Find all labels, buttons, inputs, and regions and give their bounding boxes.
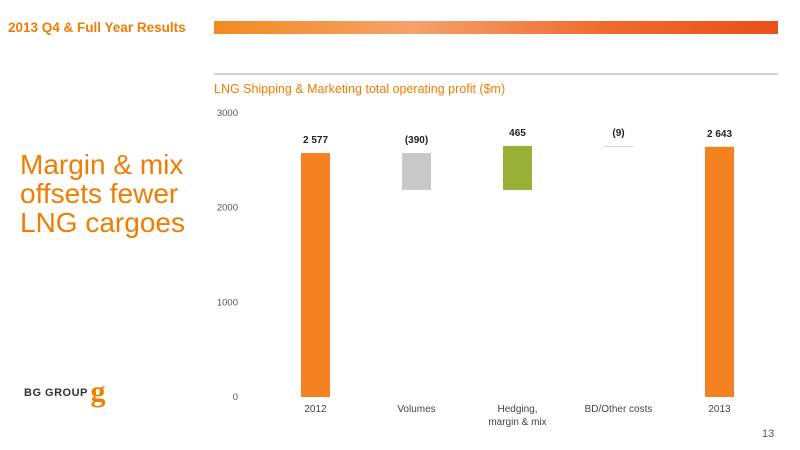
x-category-label: 2012: [304, 404, 327, 415]
bar-value-label: 465: [509, 128, 526, 139]
x-category-label: 2013: [708, 404, 731, 415]
y-tick-label: 3000: [217, 108, 238, 119]
waterfall-bar: [503, 145, 532, 190]
headline-line-2: offsets fewer: [20, 178, 179, 209]
x-category-label: margin & mix: [488, 417, 546, 428]
x-category-label: BD/Other costs: [585, 404, 653, 415]
y-tick-label: 1000: [217, 297, 238, 308]
chart-top-rule: [214, 73, 778, 75]
headline-line-3: LNG cargoes: [20, 207, 185, 238]
x-category-label: Volumes: [397, 404, 435, 415]
bg-group-logo-icon: g: [91, 377, 106, 408]
bar-value-label: 2 577: [303, 135, 328, 146]
page-number: 13: [762, 428, 775, 440]
bar-value-label: (390): [405, 135, 428, 146]
bar-value-label: (9): [612, 128, 624, 139]
waterfall-bar: [301, 153, 330, 397]
waterfall-bar: [402, 153, 431, 190]
waterfall-bar: [604, 145, 633, 147]
chart-title: LNG Shipping & Marketing total operating…: [214, 82, 506, 96]
header-gradient-bar: [214, 21, 778, 34]
company-logo-text: BG GROUP: [24, 387, 88, 399]
headline-line-1: Margin & mix: [20, 149, 184, 180]
bar-value-label: 2 643: [707, 129, 732, 140]
slide-section-title: 2013 Q4 & Full Year Results: [8, 20, 186, 35]
x-category-label: Hedging,: [497, 404, 537, 415]
waterfall-bar: [705, 146, 734, 397]
y-tick-label: 0: [233, 392, 238, 403]
slide-headline: Margin & mix offsets fewer LNG cargoes: [20, 150, 215, 237]
logo-glyph: g: [91, 377, 106, 408]
y-tick-label: 2000: [217, 203, 238, 214]
